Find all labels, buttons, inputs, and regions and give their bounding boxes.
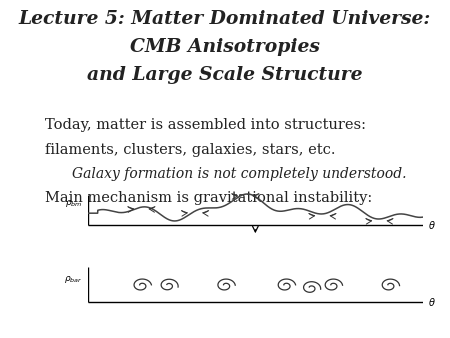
- Text: Lecture 5: Matter Dominated Universe:: Lecture 5: Matter Dominated Universe:: [19, 10, 431, 28]
- Text: $\theta$: $\theta$: [428, 219, 436, 231]
- Text: $\rho_{bar}$: $\rho_{bar}$: [64, 274, 83, 285]
- Text: Today, matter is assembled into structures:: Today, matter is assembled into structur…: [45, 118, 366, 132]
- Text: $\theta$: $\theta$: [428, 296, 436, 308]
- Text: filaments, clusters, galaxies, stars, etc.: filaments, clusters, galaxies, stars, et…: [45, 143, 336, 156]
- Text: Galaxy formation is not completely understood.: Galaxy formation is not completely under…: [72, 167, 406, 181]
- Text: $\rho_{bm}$: $\rho_{bm}$: [65, 198, 83, 209]
- Text: CMB Anisotropies: CMB Anisotropies: [130, 38, 320, 56]
- Text: and Large Scale Structure: and Large Scale Structure: [87, 66, 363, 83]
- Text: Main mechanism is gravitational instability:: Main mechanism is gravitational instabil…: [45, 191, 372, 205]
